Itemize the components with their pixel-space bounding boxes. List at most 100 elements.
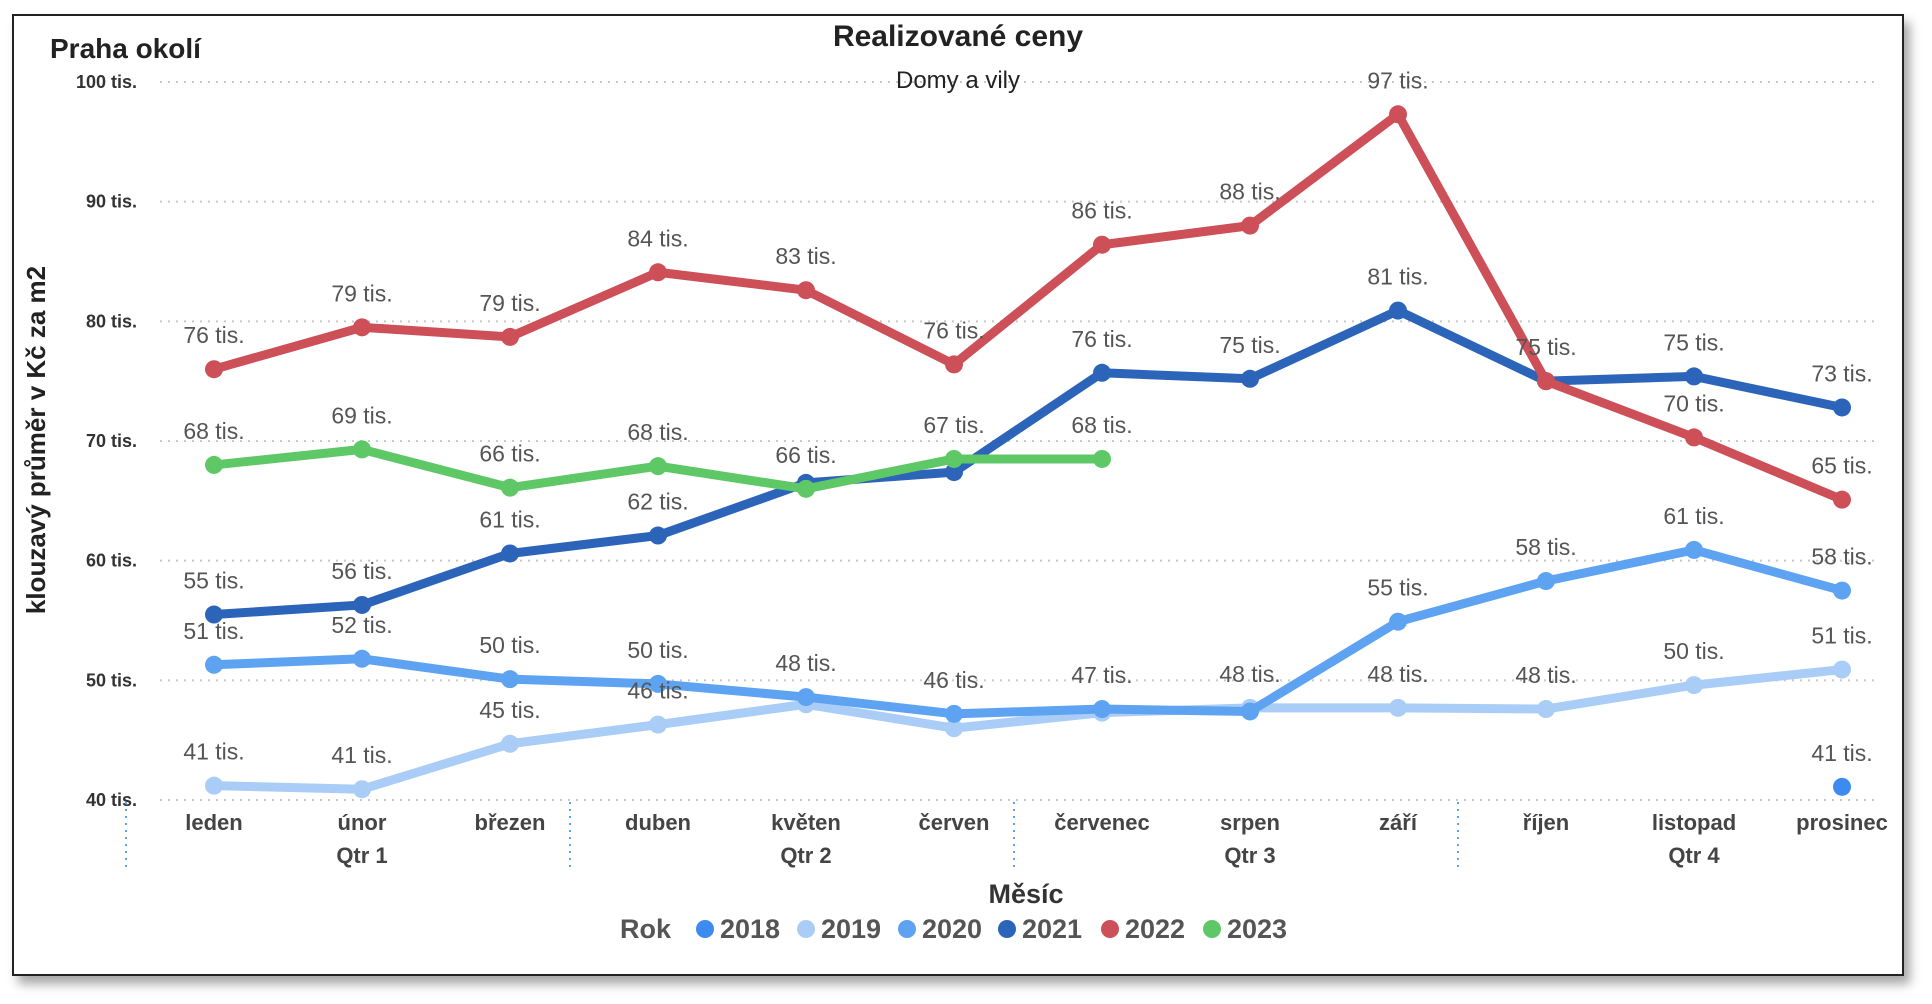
series-line-2021 <box>209 306 1847 620</box>
y-tick-label: 40 tis. <box>86 790 137 810</box>
data-point-2022 <box>945 355 963 374</box>
data-label-2022: 88 tis. <box>1219 179 1280 205</box>
series-line-2022 <box>209 109 1847 505</box>
data-point-2020 <box>945 704 963 723</box>
data-label-2021: 81 tis. <box>1367 264 1428 290</box>
data-label-2020: 55 tis. <box>1367 575 1428 601</box>
chart-title: Realizované ceny <box>833 20 1083 53</box>
legend-label-2021: 2021 <box>1022 914 1082 944</box>
y-tick-label: 50 tis. <box>86 670 137 690</box>
data-label-2019: 48 tis. <box>1219 661 1280 687</box>
data-label-2020: 61 tis. <box>1663 503 1724 529</box>
data-label-2022: 75 tis. <box>1515 334 1576 360</box>
data-label-2019: 41 tis. <box>331 742 392 768</box>
legend-label-2022: 2022 <box>1125 914 1185 944</box>
data-point-2021 <box>1093 363 1111 382</box>
data-point-2023 <box>1093 449 1111 468</box>
data-label-2022: 65 tis. <box>1811 453 1872 479</box>
data-label-2019: 45 tis. <box>479 697 540 723</box>
legend-marker-2022 <box>1101 920 1119 938</box>
data-point-2019 <box>649 715 667 734</box>
data-point-2023 <box>501 478 519 497</box>
legend-label-2018: 2018 <box>720 914 780 944</box>
x-tick-label: září <box>1379 810 1418 835</box>
data-point-2019 <box>353 780 371 799</box>
data-label-2019: 41 tis. <box>183 739 244 765</box>
data-point-2023 <box>945 449 963 468</box>
y-tick-label: 70 tis. <box>86 431 137 451</box>
data-point-2022 <box>1537 372 1555 391</box>
x-tick-label: duben <box>625 810 691 835</box>
axes: 100 tis. 90 tis. 80 tis. 70 tis. 60 tis. 50 t… <box>76 72 1888 872</box>
data-point-2023 <box>353 440 371 459</box>
y-axis-title: klouzavý průměr v Kč za m2 <box>21 266 51 614</box>
data-point-2021 <box>945 463 963 482</box>
data-point-2020 <box>649 674 667 693</box>
legend-label-2020: 2020 <box>922 914 982 944</box>
data-point-2020 <box>1685 540 1703 559</box>
data-point-2022 <box>797 281 815 300</box>
y-tick-label: 60 tis. <box>86 551 137 571</box>
data-label-2018: 41 tis. <box>1811 740 1872 766</box>
data-label-2023: 67 tis. <box>923 412 984 438</box>
series-line-2019 <box>209 665 1847 794</box>
data-point-2018 <box>1833 777 1851 796</box>
data-label-2020: 47 tis. <box>1071 662 1132 688</box>
data-point-2022 <box>1833 490 1851 509</box>
legend-title: Rok <box>620 914 672 944</box>
y-tick-label: 80 tis. <box>86 311 137 331</box>
data-point-2022 <box>1389 105 1407 124</box>
gridlines <box>160 81 1880 801</box>
data-point-2021 <box>353 595 371 614</box>
data-point-2019 <box>1685 676 1703 695</box>
data-point-2022 <box>1241 216 1259 235</box>
data-label-2020: 52 tis. <box>331 612 392 638</box>
data-point-2021 <box>205 605 223 624</box>
chart-subtitle: Domy a vily <box>896 67 1020 94</box>
legend-label-2023: 2023 <box>1227 914 1287 944</box>
data-label-2021: 62 tis. <box>627 489 688 515</box>
data-point-2021 <box>649 526 667 545</box>
quarter-label: Qtr 2 <box>780 843 831 868</box>
data-label-2020: 46 tis. <box>923 667 984 693</box>
data-point-2022 <box>205 360 223 379</box>
data-point-2021 <box>1685 367 1703 386</box>
quarter-label: Qtr 4 <box>1668 843 1720 868</box>
legend: Rok 2018 2019 2020 2021 2022 2023 <box>620 914 1287 944</box>
data-point-2022 <box>353 318 371 337</box>
data-label-2023: 68 tis. <box>1071 412 1132 438</box>
data-point-2020 <box>1241 702 1259 721</box>
data-point-2022 <box>649 263 667 282</box>
data-point-2023 <box>649 457 667 476</box>
data-label-2022: 76 tis. <box>183 322 244 348</box>
data-label-2023: 69 tis. <box>331 402 392 428</box>
legend-marker-2019 <box>797 920 815 938</box>
data-label-2023: 68 tis. <box>627 419 688 445</box>
data-label-2020: 48 tis. <box>775 650 836 676</box>
data-point-2023 <box>205 455 223 474</box>
data-label-2022: 70 tis. <box>1663 390 1724 416</box>
data-label-2021: 61 tis. <box>479 506 540 532</box>
legend-marker-2023 <box>1203 920 1221 938</box>
data-label-2022: 76 tis. <box>923 317 984 343</box>
data-label-2019: 48 tis. <box>1515 662 1576 688</box>
x-axis-title: Měsíc <box>988 879 1063 909</box>
data-point-2020 <box>353 649 371 668</box>
x-tick-label: říjen <box>1523 810 1569 835</box>
data-label-2019: 46 tis. <box>627 678 688 704</box>
x-tick-label: prosinec <box>1796 810 1888 835</box>
data-label-2022: 83 tis. <box>775 243 836 269</box>
data-point-2020 <box>501 670 519 689</box>
legend-label-2019: 2019 <box>821 914 881 944</box>
data-label-2020: 50 tis. <box>479 632 540 658</box>
series-lines <box>205 105 1851 799</box>
x-tick-label: leden <box>185 810 242 835</box>
data-point-2019 <box>1537 700 1555 719</box>
x-tick-label: červen <box>919 810 990 835</box>
data-label-2022: 97 tis. <box>1367 67 1428 93</box>
data-label-2021: 75 tis. <box>1219 332 1280 358</box>
data-label-2021: 75 tis. <box>1663 329 1724 355</box>
data-label-2022: 84 tis. <box>627 225 688 251</box>
data-point-2019 <box>1389 698 1407 717</box>
